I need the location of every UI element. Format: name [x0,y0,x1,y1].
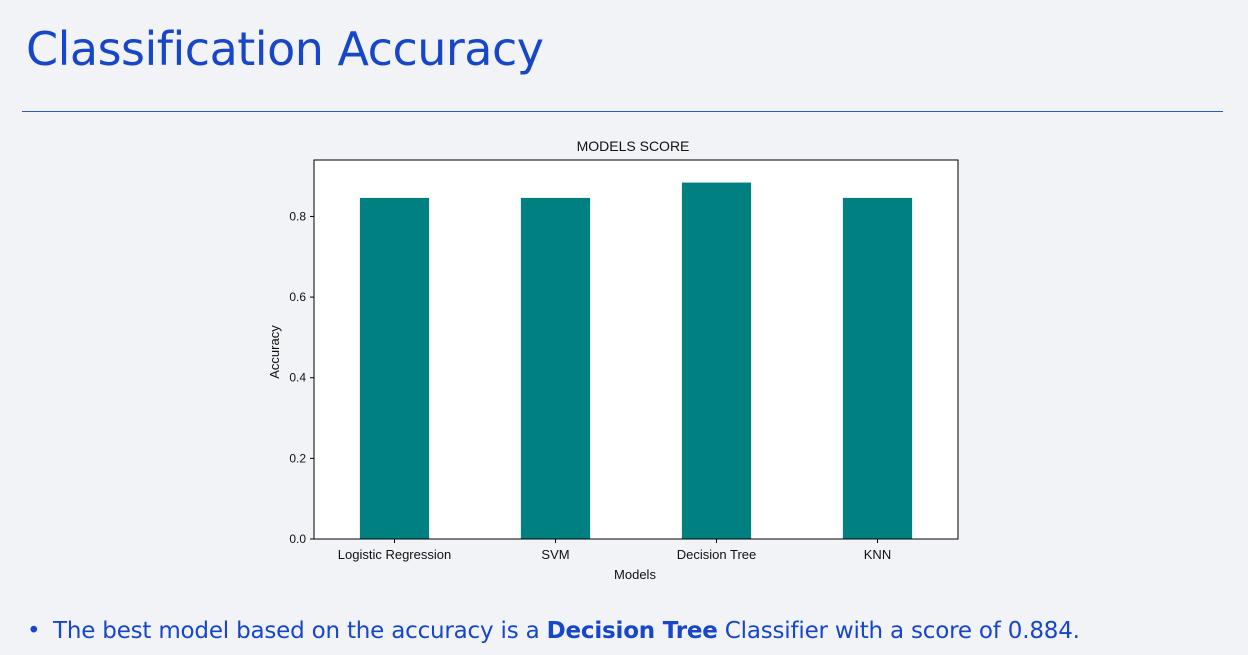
y-axis-label: Accuracy [267,325,282,379]
models-score-chart: 0.0 0.2 0.4 0.6 0.8 Logistic Regression SVM De… [250,130,990,590]
bullet-highlight: Decision Tree [546,618,718,644]
bullet-text-prefix: The best model based on the accuracy is … [53,618,547,644]
slide-title: Classification Accuracy [26,22,544,76]
bar-logistic-regression [359,197,430,539]
chart-title: MODELS SCORE [577,138,690,154]
y-tick-label: 0.6 [289,290,306,304]
bar-decision-tree [681,182,752,539]
y-tick-label: 0.8 [289,209,306,223]
x-tick-label: Decision Tree [677,547,756,562]
x-tick-label: KNN [864,547,891,562]
y-tick-label: 0.4 [289,371,306,385]
x-tick-label: SVM [541,547,569,562]
bar-knn [842,197,913,539]
x-tick-label: Logistic Regression [338,547,451,562]
y-tick-label: 0.0 [289,532,306,546]
title-divider [22,111,1223,112]
summary-bullet: • The best model based on the accuracy is… [27,618,1080,644]
x-axis-label: Models [614,567,656,582]
y-tick-label: 0.2 [289,451,306,465]
bullet-text-suffix: Classifier with a score of 0.884. [717,618,1080,644]
bar-svm [520,197,591,539]
chart-svg: 0.0 0.2 0.4 0.6 0.8 Logistic Regression SVM De… [267,138,959,582]
bullet-dot: • [27,618,41,644]
plot-frame [313,159,959,540]
